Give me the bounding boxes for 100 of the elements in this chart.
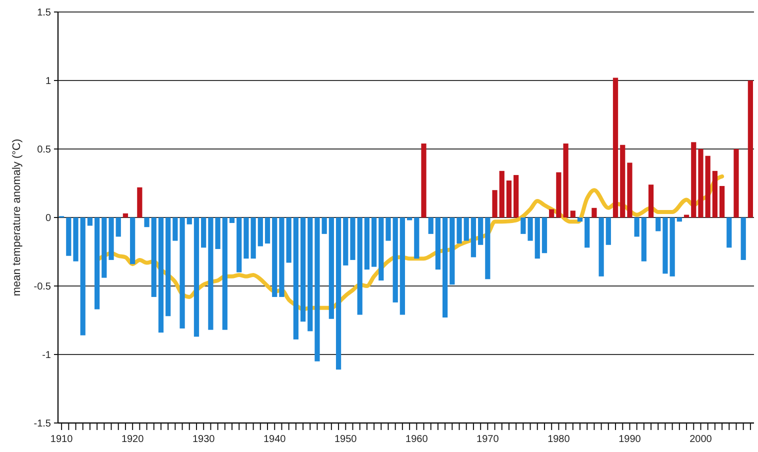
bar xyxy=(80,218,86,336)
x-tick-label: 1980 xyxy=(548,434,570,445)
x-tick-label: 1910 xyxy=(50,434,74,445)
x-tick-label: 1990 xyxy=(618,434,642,445)
bar xyxy=(435,218,441,270)
bar xyxy=(514,175,519,218)
bar xyxy=(620,144,626,218)
bar xyxy=(73,218,78,262)
bar xyxy=(293,218,298,340)
bar xyxy=(648,184,654,218)
y-tick-label: 1 xyxy=(45,76,52,87)
x-tick-label: 1930 xyxy=(192,434,216,445)
bar xyxy=(350,218,356,260)
bar xyxy=(656,218,661,232)
bar xyxy=(194,218,200,337)
bar xyxy=(520,218,526,234)
bar xyxy=(66,218,72,256)
bar xyxy=(222,218,228,330)
bar xyxy=(734,149,739,218)
y-tick-label: -1 xyxy=(42,350,52,361)
bar xyxy=(691,142,696,218)
bar xyxy=(612,78,618,218)
x-tick-label: 1940 xyxy=(263,434,286,445)
bar xyxy=(421,144,426,218)
bar xyxy=(740,218,746,260)
bar xyxy=(676,218,682,222)
bar xyxy=(144,218,150,228)
bar xyxy=(464,218,469,241)
bar xyxy=(201,218,206,248)
bar xyxy=(300,218,306,322)
bar xyxy=(528,218,533,241)
bar xyxy=(705,156,710,218)
bar xyxy=(258,218,263,246)
bar xyxy=(102,218,107,278)
bar xyxy=(87,218,93,226)
bar xyxy=(627,162,632,218)
x-tick-label: 1960 xyxy=(406,434,428,445)
bar xyxy=(151,218,156,297)
bar xyxy=(534,218,540,259)
y-tick-label: -1.5 xyxy=(34,418,52,430)
y-axis-title: mean temperature anomaly (°C) xyxy=(11,138,23,296)
bar xyxy=(364,218,370,270)
bar xyxy=(456,218,462,244)
bar xyxy=(180,218,185,328)
bar xyxy=(130,218,136,264)
bar xyxy=(371,218,377,267)
bar xyxy=(308,218,313,332)
bar xyxy=(108,218,114,260)
bar xyxy=(606,218,611,245)
bar xyxy=(264,218,270,244)
bar xyxy=(386,218,391,241)
bar xyxy=(662,218,668,274)
bar xyxy=(116,218,121,237)
bar xyxy=(492,190,498,218)
bar xyxy=(414,218,420,259)
bar xyxy=(158,218,164,333)
bar xyxy=(726,218,732,248)
x-tick-label: 1970 xyxy=(476,434,500,445)
bar xyxy=(592,208,597,218)
bar xyxy=(506,180,512,218)
bar xyxy=(428,218,434,234)
bar xyxy=(357,218,362,315)
y-tick-label: 0 xyxy=(45,213,52,224)
bar xyxy=(712,170,718,218)
bar xyxy=(442,218,448,318)
y-tick-label: -0.5 xyxy=(34,282,52,292)
bar xyxy=(343,218,348,266)
bar xyxy=(279,218,284,297)
bar xyxy=(641,218,646,262)
bar xyxy=(570,210,576,218)
bar xyxy=(272,218,278,297)
bar xyxy=(598,218,604,276)
bar xyxy=(392,218,398,302)
bar xyxy=(378,218,384,281)
bar xyxy=(549,209,554,218)
bar xyxy=(748,80,754,218)
bar xyxy=(450,218,455,285)
bar xyxy=(328,218,334,319)
y-tick-label: 1.5 xyxy=(37,8,52,18)
bar xyxy=(499,170,504,218)
bar xyxy=(236,218,242,272)
bar xyxy=(577,218,583,222)
bar xyxy=(485,218,490,280)
bar xyxy=(137,187,142,218)
bar xyxy=(719,186,725,218)
bar xyxy=(400,218,406,315)
x-tick-label: 2000 xyxy=(690,434,712,445)
bar xyxy=(584,218,590,248)
bar xyxy=(94,218,100,310)
bar xyxy=(478,218,484,245)
bar xyxy=(670,218,675,276)
bar xyxy=(322,218,327,234)
bar xyxy=(336,218,342,370)
bar xyxy=(542,218,548,254)
bar xyxy=(186,218,192,224)
bar xyxy=(470,218,476,258)
x-tick-label: 1950 xyxy=(334,434,358,445)
bar xyxy=(229,218,235,223)
bar xyxy=(634,218,640,237)
bar xyxy=(122,213,128,218)
